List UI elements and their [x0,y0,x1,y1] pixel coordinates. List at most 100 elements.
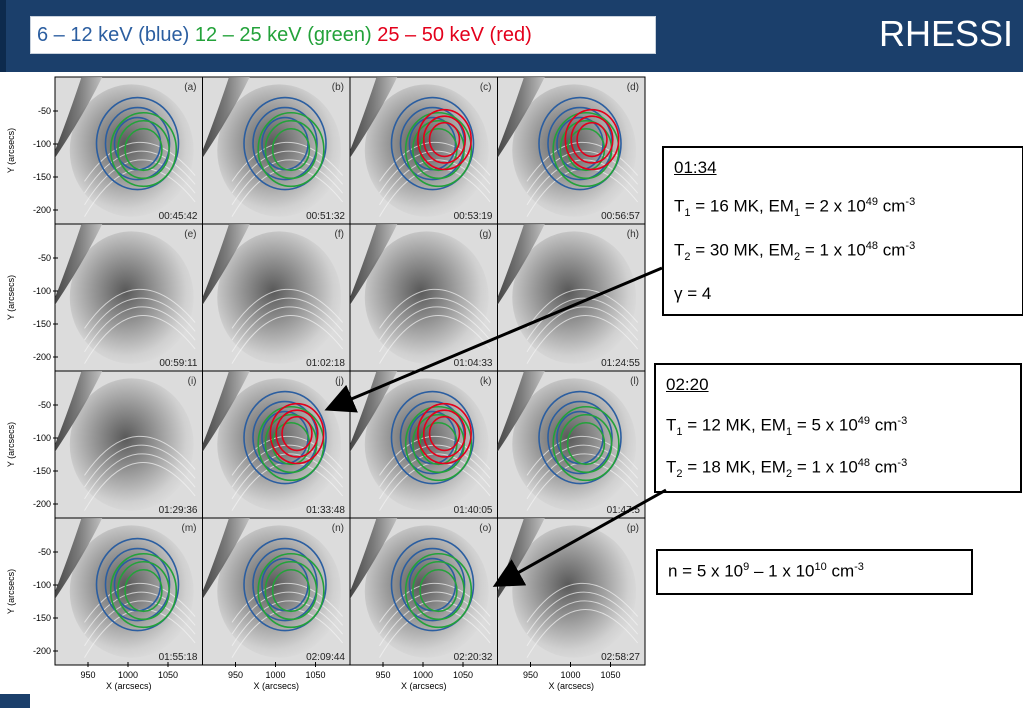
y-tick-label: -50 [38,547,51,557]
x-tick-label: 950 [80,670,95,680]
panel-time: 01:02:18 [306,358,345,369]
panel-g: (g) 01:04:33 [349,223,498,372]
x-tick-label: 1050 [600,670,620,680]
contour-blue [547,400,613,475]
x-tick-label: 1000 [560,670,580,680]
panel-time: 00:45:42 [159,211,198,222]
panel-time: 02:20:32 [454,652,493,663]
contour-blue [243,96,327,191]
contour-green [264,119,318,180]
y-tick-label: -50 [38,253,51,263]
panel-letter: (a) [184,82,196,93]
y-tick-label: -150 [33,319,51,329]
contour-red [564,108,620,171]
x-axis-label: X (arcsecs) [253,681,299,691]
panel-c: (c) 00:53:19 [349,76,498,225]
panel-time: 01:55:18 [159,652,198,663]
panel-i: (i) 01:29:36 [54,370,203,519]
panel-b: (b) 00:51:32 [202,76,351,225]
contour-red [428,415,461,452]
y-axis-label: Y (arcsecs) [6,128,16,173]
x-axis-label: X (arcsecs) [106,681,152,691]
contour-green [257,552,325,629]
panel-time: 00:56:57 [601,211,640,222]
x-tick-label: 950 [375,670,390,680]
info-box-0134: 01:34 T1 = 16 MK, EM1 = 2 x 1049 cm-3 T2… [662,146,1023,316]
panel-letter: (b) [332,82,344,93]
contour-green [257,405,325,482]
contour-green [552,405,620,482]
contour-red [422,115,467,164]
panel-letter: (g) [479,229,491,240]
panel-k: (k) 01:40:05 [349,370,498,519]
panel-time: 01:33:48 [306,505,345,516]
x-axis-label: X (arcsecs) [401,681,447,691]
contour-blue [390,390,475,485]
x-tick-label: 950 [523,670,538,680]
panel-a: (a) 00:45:42 [54,76,203,225]
info1-line1: T1 = 16 MK, EM1 = 2 x 1049 cm-3 [674,196,916,220]
panel-time: 01:40:05 [454,505,493,516]
contour-blue [243,390,327,485]
contour-red [281,415,313,452]
y-tick-label: -150 [33,172,51,182]
panel-letter: (o) [479,523,491,534]
contour-green [404,552,473,629]
footer-accent [0,694,30,708]
panel-d: (d) 00:56:57 [497,76,646,225]
y-tick-label: -100 [33,433,51,443]
contour-green [109,552,178,629]
panel-n: (n) 02:09:44 [202,517,351,666]
panel-letter: (i) [188,376,197,387]
energy-legend: 6 – 12 keV (blue) 12 – 25 keV (green) 25… [30,16,656,54]
contour-blue [399,547,466,622]
contour-green [271,127,311,172]
info1-gamma: γ = 4 [674,284,712,303]
x-tick-label: 1000 [413,670,433,680]
legend-green: 12 – 25 keV (green) [194,24,372,46]
contour-red [422,409,467,458]
x-tick-label: 1000 [118,670,138,680]
contour-blue [243,537,327,632]
panel-time: 01:04:33 [454,358,493,369]
contour-green [124,127,163,172]
panel-o: (o) 02:20:32 [349,517,498,666]
panel-m: (m) 01:55:18 [54,517,203,666]
header-accent [0,0,6,72]
contour-green [117,119,170,180]
info-box-0220: 02:20 T1 = 12 MK, EM1 = 5 x 1049 cm-3 T2… [654,363,1022,493]
panel-e: (e) 00:59:11 [54,223,203,372]
panel-letter: (p) [627,523,639,534]
panel-f: (f) 01:02:18 [202,223,351,372]
contour-blue [104,547,171,622]
y-tick-label: -200 [33,352,51,362]
x-axis-label: X (arcsecs) [548,681,594,691]
panel-letter: (k) [480,376,492,387]
contour-blue [252,547,318,622]
contour-green [412,560,465,621]
contour-blue [390,96,475,191]
panel-letter: (m) [182,523,197,534]
y-axis-label: Y (arcsecs) [6,422,16,467]
panel-letter: (j) [335,376,344,387]
contour-blue [252,106,318,181]
y-tick-label: -100 [33,580,51,590]
y-tick-label: -100 [33,286,51,296]
panel-time: 01:47:5 [607,505,641,516]
info2-line2: T2 = 18 MK, EM2 = 1 x 1048 cm-3 [666,457,908,481]
header-bar: 6 – 12 keV (blue) 12 – 25 keV (green) 25… [0,0,1023,72]
panel-time: 02:58:27 [601,652,640,663]
contour-green [552,111,620,188]
x-tick-label: 950 [228,670,243,680]
info2-time: 02:20 [666,375,709,394]
contour-green [117,560,170,621]
x-tick-label: 1050 [305,670,325,680]
info1-line2: T2 = 30 MK, EM2 = 1 x 1048 cm-3 [674,240,916,264]
y-tick-label: -200 [33,499,51,509]
panel-time: 01:24:55 [601,358,640,369]
contour-red [428,121,461,158]
contour-blue [390,537,475,632]
contour-green [264,560,318,621]
contour-blue [104,106,171,181]
